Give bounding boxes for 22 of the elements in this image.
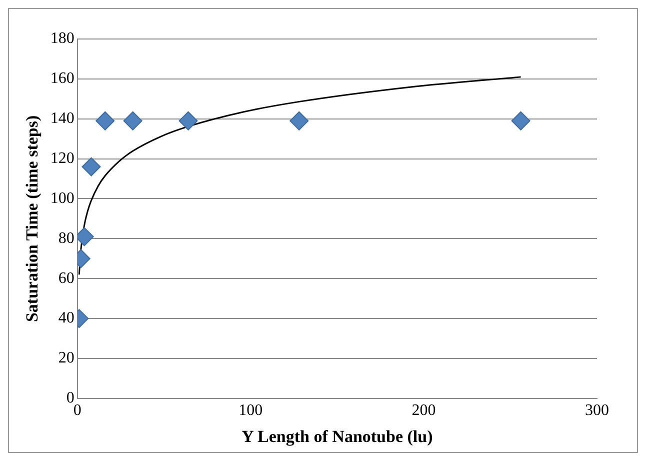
y-tick-label: 80 bbox=[58, 230, 74, 247]
x-axis-title: Y Length of Nanotube (lu) bbox=[242, 427, 433, 446]
line-series bbox=[78, 76, 522, 276]
y-tick-label: 0 bbox=[66, 390, 74, 407]
x-tick-label: 200 bbox=[412, 402, 436, 420]
y-axis-title: Saturation Time (time steps) bbox=[22, 115, 42, 322]
x-tick-label: 100 bbox=[238, 402, 263, 420]
point bbox=[82, 157, 101, 176]
point bbox=[123, 111, 142, 130]
y-tick-label: 20 bbox=[58, 350, 74, 367]
y-tick-label: 140 bbox=[50, 110, 74, 128]
y-tick-label: 180 bbox=[50, 30, 74, 48]
point bbox=[290, 111, 309, 130]
y-tick-label: 120 bbox=[50, 150, 74, 168]
y-tick-label: 60 bbox=[58, 270, 74, 287]
y-tick-label: 160 bbox=[50, 70, 74, 88]
y-tick-label: 40 bbox=[58, 310, 74, 327]
x-tick-label: 300 bbox=[585, 402, 609, 420]
point bbox=[96, 111, 115, 130]
y-tick-label: 100 bbox=[50, 190, 74, 207]
point bbox=[511, 111, 530, 130]
point bbox=[178, 111, 198, 130]
